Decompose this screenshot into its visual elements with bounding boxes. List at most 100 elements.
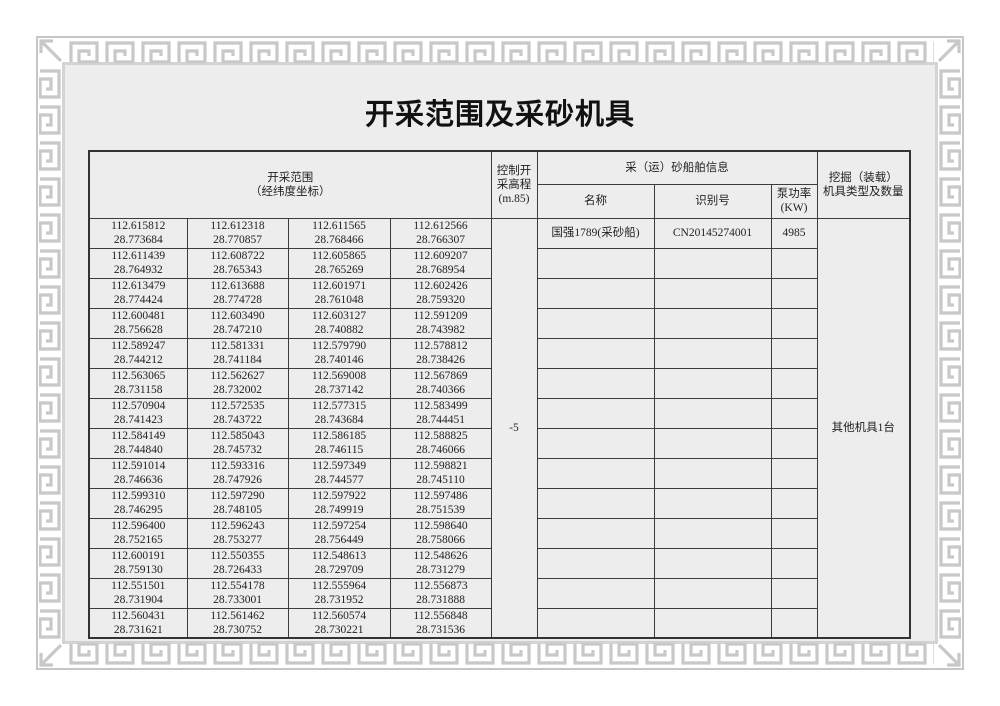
coordinate-cell: 112.597486 28.751539 bbox=[389, 487, 492, 519]
ship-id-cell bbox=[653, 427, 772, 459]
ship-name-cell bbox=[536, 577, 655, 609]
coordinate-cell: 112.611439 28.764932 bbox=[88, 247, 188, 279]
latitude: 28.746066 bbox=[416, 444, 465, 456]
table-row: 112.570904 28.741423 112.572535 28.743722 11… bbox=[88, 397, 910, 429]
coordinate-cell: 112.602426 28.759320 bbox=[389, 277, 492, 309]
coordinate-cell: 112.591209 28.743982 bbox=[389, 307, 492, 339]
ship-id-cell bbox=[653, 577, 772, 609]
ship-pump-cell bbox=[770, 457, 818, 489]
coordinate-cell: 112.577315 28.743684 bbox=[287, 397, 391, 429]
coordinate-cell: 112.596243 28.753277 bbox=[186, 517, 289, 549]
coordinate-cell: 112.615812 28.773684 bbox=[88, 217, 188, 249]
coordinate-cell: 112.613688 28.774728 bbox=[186, 277, 289, 309]
coordinate-cell: 112.611565 28.768466 bbox=[287, 217, 391, 249]
longitude: 112.562627 bbox=[210, 370, 265, 382]
longitude: 112.591209 bbox=[413, 310, 468, 322]
longitude: 112.613688 bbox=[210, 280, 265, 292]
latitude: 28.733001 bbox=[213, 594, 262, 606]
longitude: 112.548613 bbox=[311, 550, 367, 562]
coordinate-cell: 112.560574 28.730221 bbox=[287, 607, 391, 639]
longitude: 112.572535 bbox=[210, 400, 265, 412]
coordinate-cell: 112.556848 28.731536 bbox=[389, 607, 492, 639]
latitude: 28.731952 bbox=[314, 594, 364, 606]
latitude: 28.768466 bbox=[314, 234, 364, 246]
coordinate-cell: 112.554178 28.733001 bbox=[186, 577, 289, 609]
coordinate-cell: 112.585043 28.745732 bbox=[186, 427, 289, 459]
header-mining-range: 开采范围 （经纬度坐标） bbox=[88, 150, 492, 219]
ship-pump-cell bbox=[770, 427, 818, 459]
coordinate-cell: 112.567869 28.740366 bbox=[389, 367, 492, 399]
coordinate-cell: 112.572535 28.743722 bbox=[186, 397, 289, 429]
longitude: 112.596243 bbox=[210, 520, 265, 532]
latitude: 28.747210 bbox=[213, 324, 262, 336]
latitude: 28.729709 bbox=[314, 564, 364, 576]
longitude: 112.586185 bbox=[311, 430, 367, 442]
latitude: 28.761048 bbox=[314, 294, 364, 306]
latitude: 28.738426 bbox=[416, 354, 465, 366]
header-ship-id: 识别号 bbox=[653, 183, 772, 219]
longitude: 112.569008 bbox=[311, 370, 367, 382]
coordinate-cell: 112.608722 28.765343 bbox=[186, 247, 289, 279]
latitude: 28.730221 bbox=[314, 623, 364, 636]
latitude: 28.768954 bbox=[416, 264, 465, 276]
coordinate-cell: 112.578812 28.738426 bbox=[389, 337, 492, 369]
table-row: 112.615812 28.773684 112.612318 28.770857 11… bbox=[88, 217, 911, 639]
longitude: 112.598640 bbox=[413, 520, 468, 532]
longitude: 112.561462 bbox=[210, 609, 265, 622]
latitude: 28.764932 bbox=[113, 264, 163, 276]
latitude: 28.730752 bbox=[213, 623, 262, 636]
latitude: 28.746115 bbox=[314, 444, 364, 456]
coordinate-cell: 112.551501 28.731904 bbox=[88, 577, 188, 609]
longitude: 112.603127 bbox=[311, 310, 367, 322]
latitude: 28.744577 bbox=[314, 474, 364, 486]
header-ship-info: 采（运）砂船舶信息 bbox=[536, 150, 818, 185]
ship-name-cell bbox=[536, 457, 655, 489]
ship-id-cell bbox=[653, 457, 772, 489]
longitude: 112.612566 bbox=[413, 220, 468, 232]
ship-pump-cell bbox=[770, 307, 818, 339]
latitude: 28.746636 bbox=[113, 474, 163, 486]
ship-id-cell bbox=[653, 397, 772, 429]
ship-name-cell bbox=[536, 427, 655, 459]
coordinate-cell: 112.600191 28.759130 bbox=[88, 547, 188, 579]
header-mining-range-line2: （经纬度坐标） bbox=[250, 185, 331, 198]
longitude: 112.611439 bbox=[111, 250, 166, 262]
latitude: 28.765269 bbox=[314, 264, 364, 276]
longitude: 112.593316 bbox=[210, 460, 265, 472]
longitude: 112.597290 bbox=[210, 490, 265, 502]
coordinate-cell: 112.563065 28.731158 bbox=[88, 367, 188, 399]
longitude: 112.612318 bbox=[210, 220, 265, 232]
latitude: 28.740882 bbox=[314, 324, 364, 336]
ship-id-cell bbox=[653, 367, 772, 399]
ship-name-cell bbox=[536, 367, 655, 399]
ship-name-cell bbox=[536, 307, 655, 339]
latitude: 28.756449 bbox=[314, 534, 364, 546]
latitude: 28.731621 bbox=[113, 623, 163, 636]
latitude: 28.731279 bbox=[416, 564, 465, 576]
coordinate-cell: 112.597922 28.749919 bbox=[287, 487, 391, 519]
longitude: 112.579790 bbox=[311, 340, 367, 352]
ship-pump-cell bbox=[770, 247, 818, 279]
table-row: 112.584149 28.744840 112.585043 28.745732 11… bbox=[88, 427, 910, 459]
longitude: 112.589247 bbox=[111, 340, 166, 352]
ship-pump-cell: 4985 bbox=[770, 217, 818, 249]
ship-pump-cell bbox=[770, 607, 818, 639]
coordinate-cell: 112.597349 28.744577 bbox=[287, 457, 391, 489]
coordinate-cell: 112.561462 28.730752 bbox=[186, 607, 289, 639]
longitude: 112.605865 bbox=[311, 250, 367, 262]
coordinate-cell: 112.609207 28.768954 bbox=[389, 247, 492, 279]
coordinate-cell: 112.598640 28.758066 bbox=[389, 517, 492, 549]
longitude: 112.597922 bbox=[311, 490, 367, 502]
latitude: 28.752165 bbox=[113, 534, 163, 546]
mining-range-table: 开采范围 （经纬度坐标） 控制开 采高程 (m.85) 采（运）砂船舶信息 挖掘… bbox=[88, 150, 912, 639]
longitude: 112.560431 bbox=[111, 609, 166, 622]
ship-pump-cell bbox=[770, 277, 818, 309]
table-row: 112.600481 28.756628 112.603490 28.747210 11… bbox=[88, 307, 910, 339]
longitude: 112.602426 bbox=[413, 280, 468, 292]
ship-pump-cell bbox=[770, 547, 818, 579]
latitude: 28.774424 bbox=[113, 294, 163, 306]
table-row: 112.613479 28.774424 112.613688 28.774728 11… bbox=[88, 277, 910, 309]
coordinate-cell: 112.597290 28.748105 bbox=[186, 487, 289, 519]
header-equipment: 挖掘（装载） 机具类型及数量 bbox=[816, 150, 911, 219]
